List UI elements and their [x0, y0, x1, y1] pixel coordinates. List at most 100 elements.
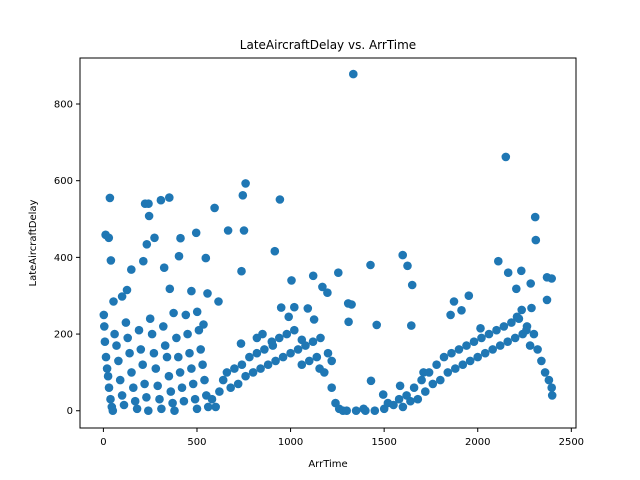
data-point — [276, 303, 286, 312]
data-point — [473, 352, 483, 362]
data-point — [451, 364, 460, 373]
data-point — [215, 387, 224, 396]
data-point — [241, 179, 250, 188]
data-point — [316, 333, 325, 343]
data-point — [361, 406, 370, 416]
data-point — [413, 394, 423, 404]
data-point — [512, 284, 521, 294]
data-point — [499, 322, 509, 331]
data-point — [168, 398, 177, 408]
data-point — [108, 406, 118, 416]
data-point — [191, 228, 201, 238]
data-point — [123, 333, 132, 343]
data-point — [406, 396, 415, 406]
data-point — [293, 345, 303, 354]
x-axis: 0 500 1000 1500 2000 2500 — [100, 428, 584, 448]
data-point — [372, 320, 382, 330]
data-point — [192, 404, 202, 414]
data-point — [166, 387, 176, 396]
data-point — [147, 329, 157, 339]
data-point — [271, 356, 280, 366]
data-point — [531, 235, 541, 245]
x-tick-label: 1500 — [371, 437, 396, 448]
y-tick-label: 0 — [67, 406, 73, 417]
y-tick-label: 800 — [54, 100, 73, 111]
plot-frame — [79, 57, 577, 429]
data-point — [454, 345, 464, 354]
data-point — [187, 364, 196, 373]
data-point — [323, 288, 332, 298]
data-point — [370, 406, 380, 416]
data-point — [223, 226, 233, 235]
data-point — [323, 348, 333, 358]
data-point — [117, 391, 127, 400]
data-point — [187, 286, 196, 296]
data-point — [198, 360, 207, 370]
data-point — [312, 352, 322, 362]
data-point — [145, 314, 155, 324]
data-point — [275, 333, 284, 343]
data-point — [544, 375, 554, 385]
data-point — [342, 406, 352, 416]
data-point — [99, 310, 109, 320]
x-tick-label: 0 — [100, 437, 106, 448]
data-point — [239, 226, 249, 235]
data-point — [144, 406, 153, 416]
data-point — [136, 345, 146, 354]
data-point — [142, 240, 152, 249]
data-point — [407, 321, 416, 330]
data-point — [501, 152, 511, 162]
data-point — [106, 394, 115, 404]
data-point — [484, 329, 494, 339]
data-point — [150, 233, 159, 243]
data-point — [238, 191, 248, 200]
data-point — [179, 396, 189, 406]
data-point — [439, 352, 449, 362]
data-point — [138, 360, 147, 370]
data-point — [211, 402, 220, 412]
data-point — [199, 320, 208, 329]
data-point — [185, 348, 194, 358]
data-point — [175, 368, 185, 377]
data-point — [263, 360, 273, 370]
data-point — [282, 329, 292, 339]
data-point — [366, 260, 375, 270]
data-point — [267, 337, 277, 347]
data-point — [162, 352, 172, 362]
data-point — [260, 345, 269, 354]
data-point — [151, 364, 161, 373]
data-point — [172, 333, 181, 343]
data-point — [210, 203, 219, 213]
data-point — [301, 341, 310, 350]
data-point — [237, 360, 247, 370]
x-tick-label: 1000 — [278, 437, 303, 448]
data-point — [421, 387, 430, 396]
data-point — [394, 394, 404, 404]
data-point — [100, 337, 110, 347]
data-point — [275, 195, 285, 204]
data-point — [305, 356, 314, 366]
x-axis-label: ArrTime — [308, 459, 347, 470]
data-point — [174, 352, 183, 362]
data-point — [127, 368, 136, 377]
data-point — [105, 193, 115, 203]
data-point — [114, 356, 123, 366]
data-point — [308, 271, 318, 281]
data-point — [245, 352, 254, 362]
data-point — [127, 265, 136, 274]
data-point — [117, 292, 127, 301]
data-point — [207, 394, 217, 404]
data-point — [104, 233, 114, 243]
data-point — [194, 325, 204, 335]
data-point — [517, 266, 526, 276]
data-point — [480, 348, 490, 358]
data-point — [407, 280, 417, 290]
data-point — [522, 325, 531, 335]
data-point — [284, 312, 294, 322]
data-point — [130, 396, 140, 406]
data-point — [308, 337, 318, 347]
data-point — [462, 341, 471, 350]
data-point — [149, 348, 159, 358]
data-point — [398, 402, 408, 412]
